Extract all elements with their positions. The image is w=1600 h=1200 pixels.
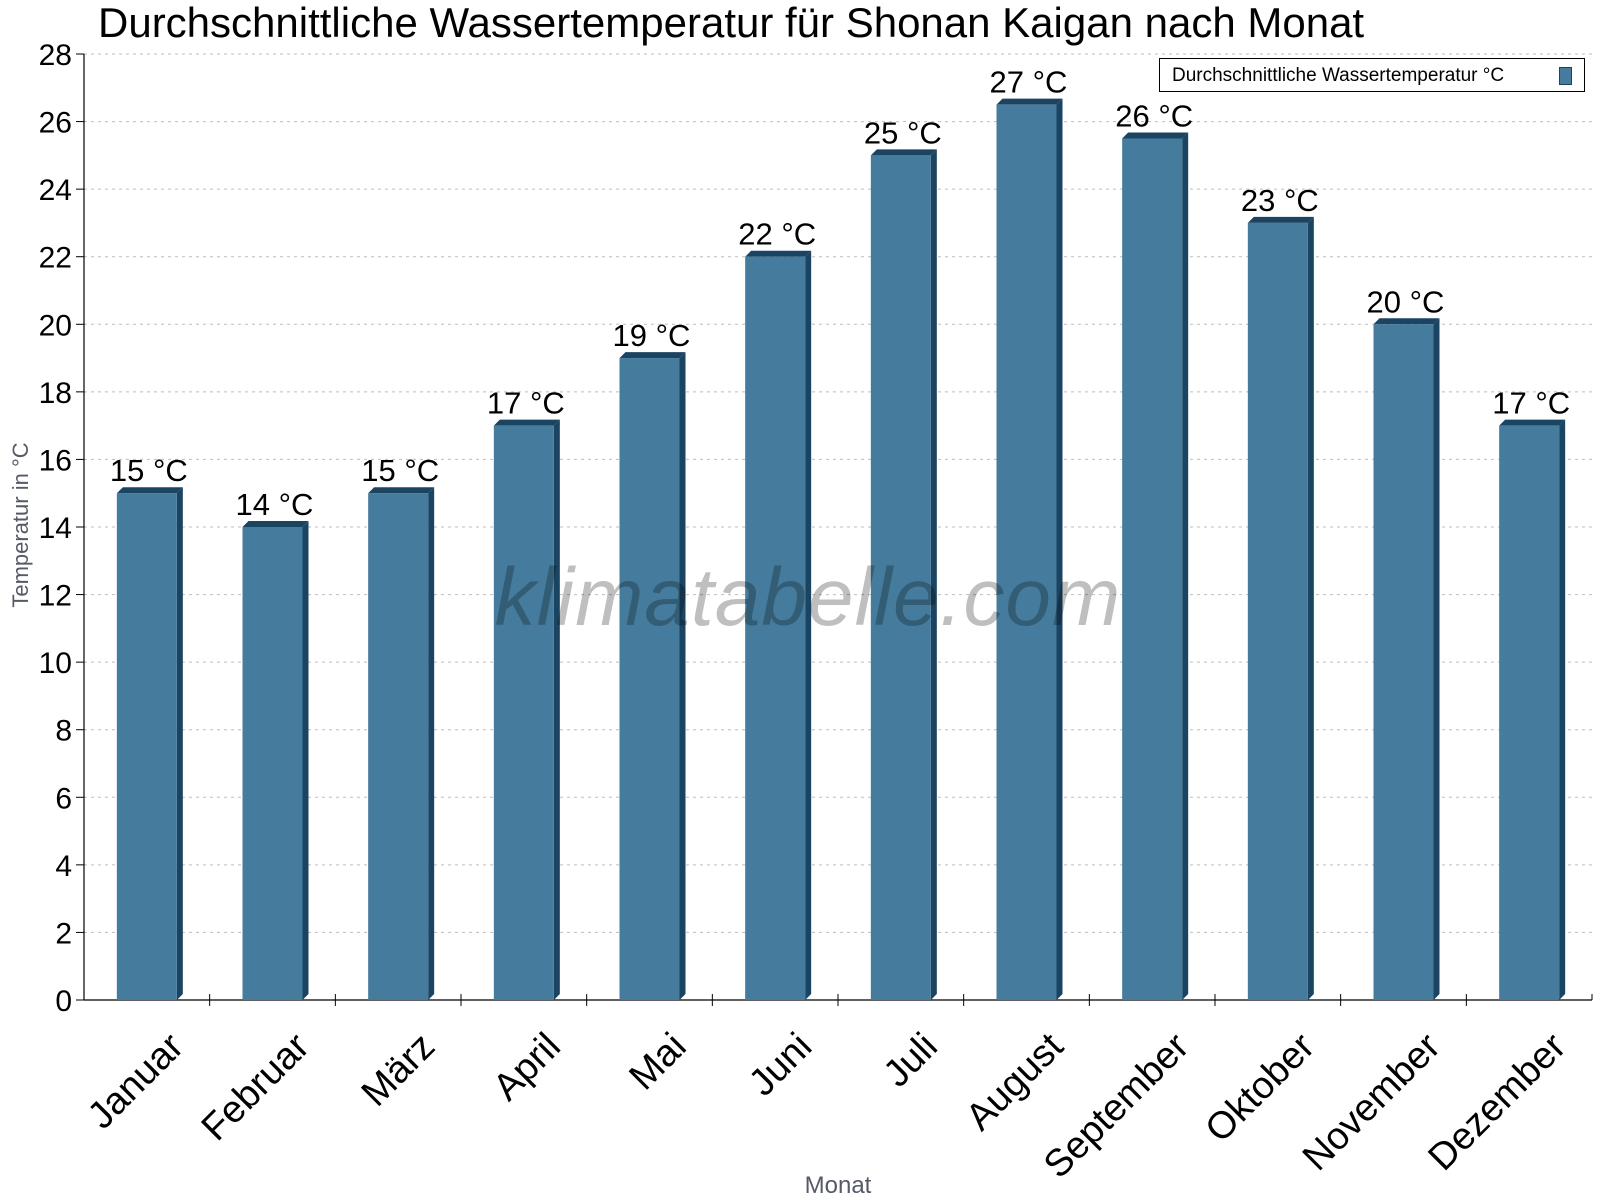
y-tick-label: 8: [55, 715, 72, 748]
x-tick-label: Februar: [194, 1025, 318, 1149]
bar-front: [242, 527, 303, 1000]
bar-top: [870, 149, 937, 156]
bar-value-label: 17 °C: [487, 386, 565, 421]
bar: [619, 352, 686, 1001]
y-tick-label: 0: [55, 985, 72, 1018]
y-tick-label: 12: [39, 580, 72, 613]
bar: [1122, 132, 1189, 1000]
bar-top: [745, 250, 812, 257]
x-tick-label: März: [354, 1025, 443, 1114]
bar-front: [996, 104, 1057, 1000]
y-tick-label: 18: [39, 377, 72, 410]
y-tick-label: 26: [39, 107, 72, 140]
legend-entry-label: Durchschnittliche Wassertemperatur °C: [1172, 65, 1505, 86]
y-tick-label: 24: [39, 174, 72, 207]
bar-front: [1122, 138, 1183, 1000]
bar-top: [1499, 419, 1566, 426]
x-tick-label: Oktober: [1198, 1025, 1324, 1151]
bar-front: [619, 358, 680, 1001]
bar-side: [302, 521, 309, 1000]
bar-top: [116, 487, 183, 494]
bar-top: [996, 98, 1063, 105]
x-tick-label: Juli: [876, 1025, 946, 1095]
bar-value-label: 17 °C: [1492, 386, 1570, 421]
y-tick-label: 10: [39, 647, 72, 680]
bar-front: [493, 425, 554, 1001]
bar-front: [116, 493, 177, 1000]
bar-front: [745, 256, 806, 1000]
bar-front: [1247, 222, 1308, 1000]
bar: [870, 149, 937, 1000]
y-tick-label: 28: [39, 39, 72, 72]
y-tick-label: 16: [39, 444, 72, 477]
bar: [1499, 419, 1566, 1001]
bar: [242, 521, 309, 1000]
bar-side: [930, 149, 937, 1000]
bar-top: [619, 352, 686, 359]
y-tick-label: 6: [55, 782, 72, 815]
bar: [368, 487, 435, 1000]
bar: [116, 487, 183, 1000]
bar-side: [1056, 98, 1063, 1000]
bar-side: [1433, 318, 1440, 1000]
x-tick-label: Juni: [741, 1025, 820, 1104]
y-tick-label: 2: [55, 917, 72, 950]
x-tick-label: November: [1295, 1025, 1449, 1179]
bar-side: [805, 250, 812, 1000]
bar: [1373, 318, 1440, 1000]
legend: Durchschnittliche Wassertemperatur °C: [1159, 58, 1585, 92]
bar-labels: 15 °C 14 °C 15 °C 17 °C 19 °C 22 °C 25 °C 27 °C…: [110, 65, 1570, 522]
bar-side: [176, 487, 183, 1000]
x-tick-label: August: [958, 1025, 1072, 1139]
x-tick-label: Mai: [622, 1025, 695, 1098]
bar-front: [1373, 324, 1434, 1000]
bar-value-label: 25 °C: [864, 115, 942, 150]
y-axis-label: Temperatur in °C: [8, 442, 33, 608]
bar-front: [1499, 425, 1560, 1001]
bar-top: [493, 419, 560, 426]
bar-value-label: 22 °C: [738, 217, 816, 252]
bar-top: [242, 521, 309, 527]
y-tick-label: 4: [55, 850, 72, 883]
bar-top: [368, 487, 435, 494]
y-tick-label: 22: [39, 242, 72, 275]
x-axis-label: Monat: [804, 1172, 872, 1199]
bar-top: [1247, 216, 1314, 223]
bar: [745, 250, 812, 1000]
bar-value-label: 20 °C: [1367, 284, 1445, 319]
x-tick-label: Januar: [80, 1025, 192, 1137]
bars: [116, 98, 1566, 1001]
x-tick-label: Dezember: [1421, 1025, 1575, 1179]
bar: [1247, 216, 1314, 1000]
bar-value-label: 27 °C: [990, 65, 1068, 100]
bar-value-label: 14 °C: [236, 487, 314, 522]
bar-side: [1559, 419, 1566, 1001]
bar-top: [1122, 132, 1189, 139]
bar-top: [1373, 318, 1440, 325]
bar-value-label: 23 °C: [1241, 183, 1319, 218]
bar-side: [1182, 132, 1189, 1000]
y-tick-label: 20: [39, 309, 72, 342]
bar-side: [1307, 216, 1314, 1000]
bar: [996, 98, 1063, 1000]
bar-value-label: 26 °C: [1115, 98, 1193, 133]
y-tick-label: 14: [39, 512, 72, 545]
axes: [76, 53, 1593, 1006]
bar-side: [428, 487, 435, 1000]
watermark: klimatabelle.com: [494, 552, 1122, 643]
bar: [493, 419, 560, 1001]
legend-swatch: [1559, 67, 1572, 85]
bar-value-label: 15 °C: [110, 453, 188, 488]
x-tick-labels: Januar Februar März April Mai Juni Juli AugustS…: [80, 1025, 1574, 1186]
bar-front: [870, 155, 931, 1000]
x-tick-label: April: [485, 1025, 568, 1108]
chart-title: Durchschnittliche Wassertemperatur für S…: [98, 0, 1365, 46]
bar-side: [553, 419, 560, 1001]
bar-value-label: 15 °C: [361, 453, 439, 488]
bar-side: [679, 352, 686, 1001]
bar-front: [368, 493, 429, 1000]
bar-value-label: 19 °C: [613, 318, 691, 353]
